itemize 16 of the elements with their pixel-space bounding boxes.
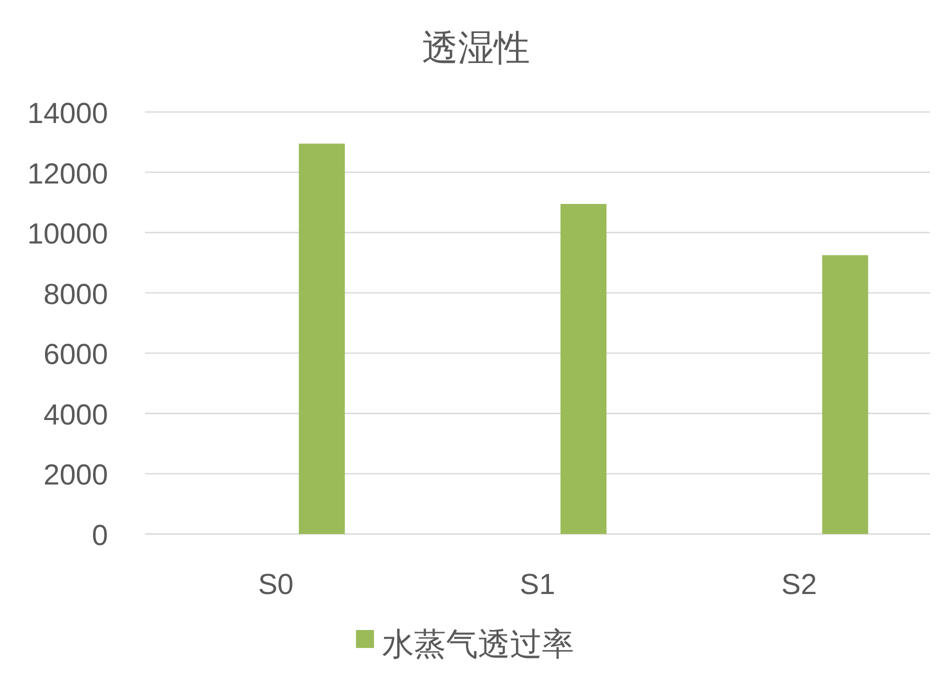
y-tick-label: 12000 bbox=[27, 158, 108, 190]
y-tick-label: 8000 bbox=[43, 278, 108, 311]
y-tick-label: 6000 bbox=[43, 339, 108, 372]
x-tick-label: S1 bbox=[520, 569, 556, 601]
bar bbox=[822, 255, 868, 534]
y-tick-label: 14000 bbox=[27, 98, 108, 130]
y-tick-label: 10000 bbox=[27, 218, 108, 251]
legend-label: 水蒸气透过率 bbox=[382, 626, 574, 662]
chart-title: 透湿性 bbox=[422, 27, 530, 68]
y-tick-label: 4000 bbox=[43, 399, 108, 432]
y-tick-label: 0 bbox=[92, 520, 108, 552]
bar bbox=[298, 144, 345, 534]
bar bbox=[560, 204, 606, 534]
x-tick-label: S0 bbox=[258, 569, 294, 601]
x-tick-label: S2 bbox=[781, 569, 817, 601]
y-tick-label: 2000 bbox=[43, 460, 108, 492]
